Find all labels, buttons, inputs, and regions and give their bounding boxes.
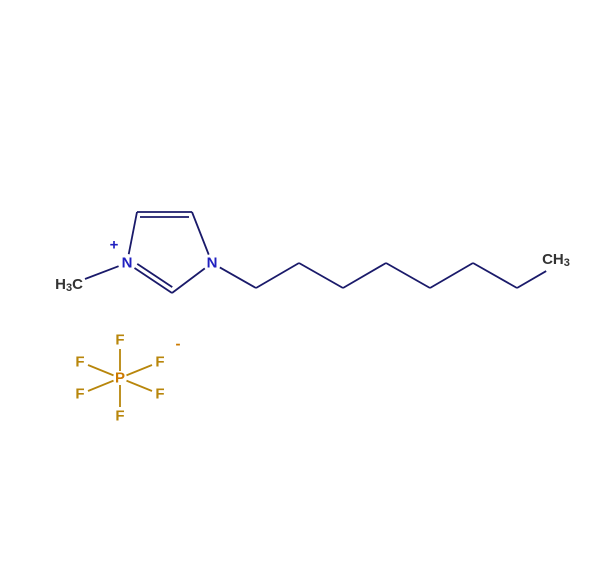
charge-plus: + <box>110 237 119 254</box>
bond-P-F-3 <box>126 381 152 391</box>
bond-P-F-5 <box>126 365 152 375</box>
bond-P-F-2 <box>88 365 114 375</box>
atom-F-1: F <box>115 408 124 425</box>
atom-F-0: F <box>115 332 124 349</box>
label-ch3-terminal: CH3 <box>542 251 570 270</box>
atom-F-3: F <box>155 386 164 403</box>
molecule-diagram: NN+H3CCH3PFFFFFF- <box>0 0 596 583</box>
charge-minus: - <box>176 336 181 353</box>
label-h3c: H3C <box>55 276 83 295</box>
atom-P: P <box>115 370 125 387</box>
atom-F-5: F <box>155 354 164 371</box>
atom-F-2: F <box>75 354 84 371</box>
atom-N1: N <box>207 255 218 272</box>
atom-F-4: F <box>75 386 84 403</box>
atom-N3: N <box>122 255 133 272</box>
bond-P-F-4 <box>88 381 114 391</box>
